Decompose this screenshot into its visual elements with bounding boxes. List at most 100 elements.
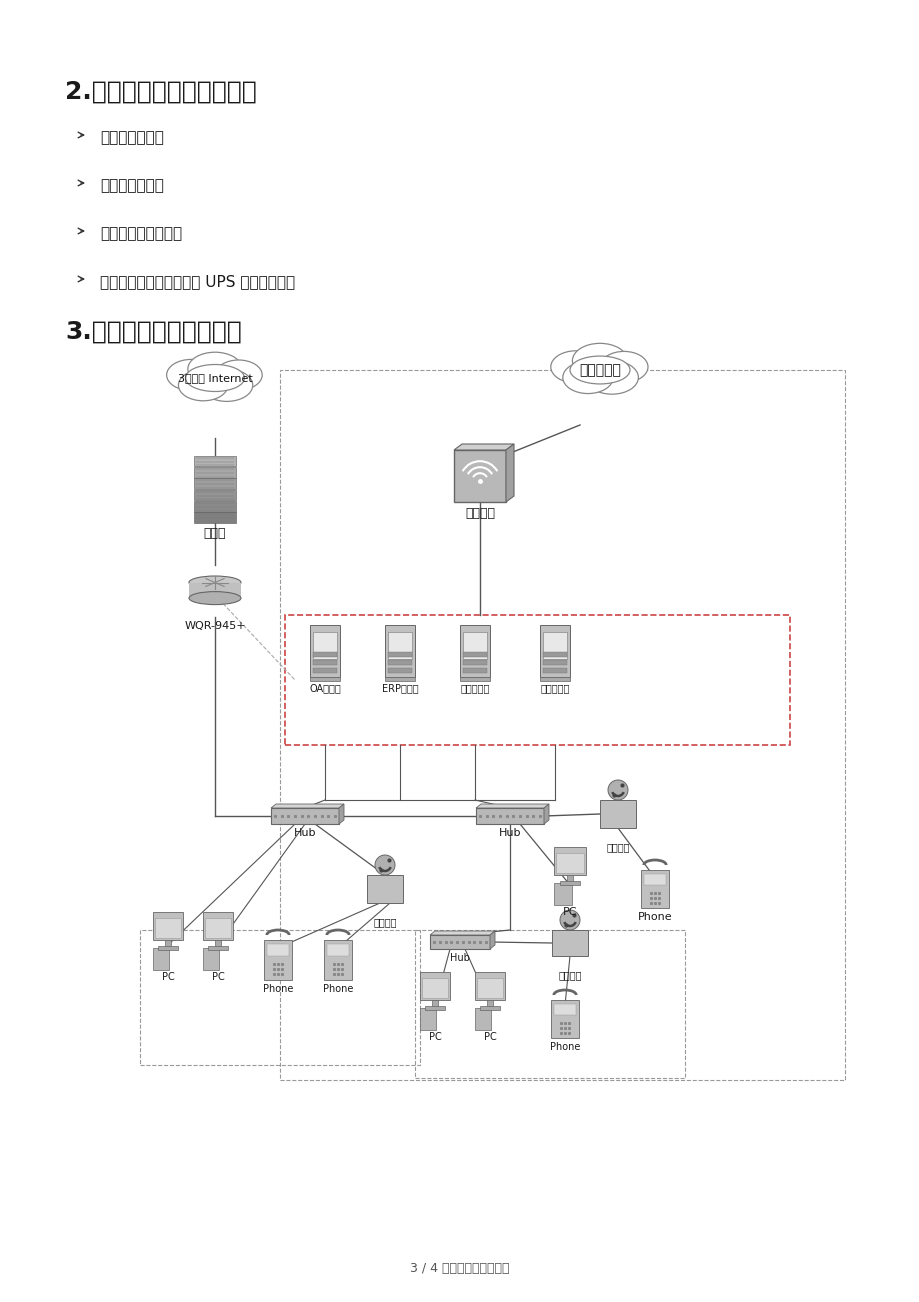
Bar (208, 947, 228, 950)
Ellipse shape (572, 344, 627, 378)
Text: 交换机设备的放置位置与 UPS 的安装合理。: 交换机设备的放置位置与 UPS 的安装合理。 (100, 273, 295, 289)
Bar (553, 848, 585, 875)
Bar (542, 660, 566, 665)
Bar (553, 1004, 575, 1016)
Text: 语音网关: 语音网关 (606, 842, 630, 852)
Polygon shape (475, 805, 549, 809)
Bar (279, 370, 844, 1079)
Text: 电话服务器: 电话服务器 (539, 684, 569, 693)
Bar (194, 490, 236, 500)
Text: 3 / 4 文档可自由编辑打印: 3 / 4 文档可自由编辑打印 (410, 1262, 509, 1275)
Text: ERP服务器: ERP服务器 (381, 684, 418, 693)
Text: 联通运营商: 联通运营商 (578, 363, 620, 378)
Bar (551, 930, 587, 956)
Bar (165, 940, 171, 947)
Bar (542, 652, 566, 658)
Bar (476, 978, 503, 999)
Bar (560, 881, 579, 885)
Polygon shape (429, 931, 494, 935)
Bar (432, 1000, 437, 1006)
Polygon shape (453, 444, 514, 450)
Text: Phone: Phone (550, 1042, 580, 1052)
Text: Phone: Phone (323, 984, 353, 993)
Polygon shape (338, 805, 344, 824)
Text: 落地网关: 落地网关 (464, 506, 494, 519)
Bar (388, 668, 412, 673)
Text: Phone: Phone (263, 984, 293, 993)
Bar (203, 911, 233, 940)
Bar (553, 883, 571, 905)
Bar (267, 944, 289, 956)
Bar (480, 1006, 499, 1010)
Bar (474, 973, 505, 1000)
Text: 网线标识清晰；: 网线标识清晰； (100, 178, 164, 193)
Polygon shape (505, 444, 514, 503)
Bar (475, 809, 543, 824)
Bar (599, 799, 635, 828)
Ellipse shape (599, 352, 647, 383)
Circle shape (607, 780, 628, 799)
Ellipse shape (570, 355, 630, 384)
Bar (388, 631, 412, 659)
Polygon shape (271, 805, 344, 809)
Bar (474, 1008, 491, 1030)
Bar (153, 948, 169, 970)
Bar (323, 940, 352, 980)
Bar (388, 660, 412, 665)
Text: PC: PC (428, 1032, 441, 1042)
Ellipse shape (178, 370, 228, 401)
Ellipse shape (166, 359, 216, 391)
Text: Hub: Hub (449, 953, 470, 963)
Ellipse shape (562, 362, 613, 393)
Text: 语音网关: 语音网关 (558, 970, 581, 980)
Bar (420, 973, 449, 1000)
Text: 文件服务器: 文件服务器 (460, 684, 489, 693)
Bar (460, 677, 490, 681)
Bar (462, 631, 486, 659)
Bar (414, 930, 685, 1078)
Bar (422, 978, 448, 999)
Bar (203, 948, 220, 970)
Bar (285, 615, 789, 745)
Ellipse shape (188, 591, 241, 604)
Text: 2.网络布线及网络设备规范: 2.网络布线及网络设备规范 (65, 79, 256, 104)
Bar (550, 1000, 578, 1038)
Bar (194, 478, 236, 490)
Circle shape (375, 855, 394, 875)
Bar (367, 875, 403, 904)
Text: OA服务器: OA服务器 (309, 684, 341, 693)
Bar (460, 625, 490, 677)
Bar (188, 582, 241, 598)
Bar (194, 501, 236, 512)
Bar (462, 668, 486, 673)
Polygon shape (543, 805, 549, 824)
Bar (429, 935, 490, 949)
Ellipse shape (186, 365, 244, 392)
Bar (486, 1000, 493, 1006)
Text: 3.网络改造后建议拓扑图: 3.网络改造后建议拓扑图 (65, 320, 242, 344)
Ellipse shape (215, 359, 262, 391)
Bar (194, 456, 236, 466)
Circle shape (560, 910, 579, 930)
Text: PC: PC (211, 973, 224, 982)
Text: 综合布线成端清晰；: 综合布线成端清晰； (100, 227, 182, 241)
Text: Hub: Hub (498, 828, 521, 838)
Text: 3条外部 Internet: 3条外部 Internet (177, 372, 252, 383)
Text: Phone: Phone (637, 911, 672, 922)
Bar (312, 631, 336, 659)
Ellipse shape (188, 575, 241, 589)
Text: 防火墙: 防火墙 (203, 527, 226, 540)
Bar (326, 944, 348, 956)
Bar (194, 512, 236, 523)
Bar (194, 467, 236, 478)
Bar (462, 660, 486, 665)
Ellipse shape (585, 361, 638, 395)
Bar (384, 677, 414, 681)
Bar (643, 874, 665, 885)
Bar (310, 677, 340, 681)
Bar (271, 809, 338, 824)
Bar (388, 652, 412, 658)
Bar (312, 668, 336, 673)
Text: PC: PC (562, 907, 576, 917)
Bar (555, 853, 584, 874)
